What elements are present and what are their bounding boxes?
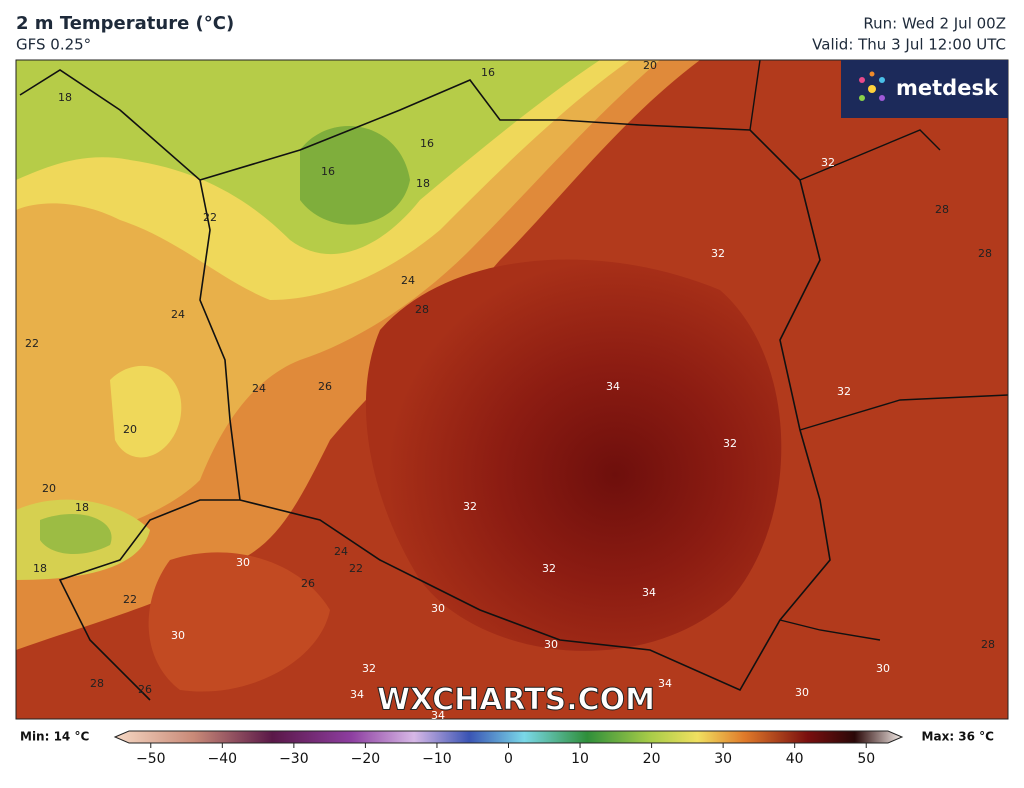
contour-label: 32: [821, 156, 835, 169]
valid: Valid: Thu 3 Jul 12:00 UTC: [812, 36, 1006, 54]
contour-label: 22: [349, 562, 363, 575]
colorbar-tick-label: 30: [714, 751, 732, 767]
logo-text: metdesk: [896, 76, 999, 100]
contour-label: 16: [481, 66, 495, 79]
run: Run: Wed 2 Jul 00Z: [863, 15, 1006, 33]
contour-label: 28: [935, 203, 949, 216]
contour-label: 16: [321, 165, 335, 178]
colorbar-tick-label: −50: [136, 751, 166, 767]
watermark: WXCHARTS.COM: [377, 683, 655, 718]
colorbar-tick-label: 50: [857, 751, 875, 767]
contour-label: 32: [711, 247, 725, 260]
contour-label: 18: [416, 177, 430, 190]
contour-label: 30: [795, 686, 809, 699]
colorbar-tick-label: 10: [571, 751, 589, 767]
colorbar-tick-label: −40: [208, 751, 238, 767]
contour-label: 30: [544, 638, 558, 651]
colorbar-tick-label: 0: [504, 751, 513, 767]
title: 2 m Temperature (°C): [16, 13, 234, 34]
contour-label: 34: [658, 677, 672, 690]
contour-label: 32: [837, 385, 851, 398]
contour-label: 20: [123, 423, 137, 436]
contour-label: 30: [171, 629, 185, 642]
colorbar-tick-label: −20: [351, 751, 381, 767]
contour-label: 28: [90, 677, 104, 690]
contour-label: 26: [301, 577, 315, 590]
min-label: Min: 14 °C: [20, 730, 89, 744]
contour-label: 18: [58, 91, 72, 104]
max-label: Max: 36 °C: [922, 730, 995, 744]
contour-label: 22: [25, 337, 39, 350]
contour-label: 32: [362, 662, 376, 675]
contour-label: 32: [463, 500, 477, 513]
contour-label: 28: [981, 638, 995, 651]
colorbar-tick-label: −30: [279, 751, 309, 767]
colorbar: [113, 730, 904, 744]
contour-label: 34: [431, 709, 445, 722]
contour-label: 24: [171, 308, 185, 321]
colorbar-tick-label: −10: [422, 751, 452, 767]
logo-icon: [859, 71, 885, 101]
contour-label: 22: [123, 593, 137, 606]
contour-label: 20: [42, 482, 56, 495]
contour-label: 20: [643, 59, 657, 72]
contour-label: 16: [420, 137, 434, 150]
colorbar-tick-label: 20: [643, 751, 661, 767]
contour-label: 24: [401, 274, 415, 287]
contour-label: 26: [138, 683, 152, 696]
map: [16, 60, 1008, 719]
contour-label: 34: [606, 380, 620, 393]
contour-label: 22: [203, 211, 217, 224]
contour-label: 32: [723, 437, 737, 450]
contour-label: 34: [350, 688, 364, 701]
colorbar-tick-label: 40: [786, 751, 804, 767]
contour-label: 28: [415, 303, 429, 316]
contour-label: 30: [236, 556, 250, 569]
subtitle: GFS 0.25°: [16, 36, 91, 54]
contour-label: 30: [431, 602, 445, 615]
contour-label: 18: [33, 562, 47, 575]
contour-label: 34: [642, 586, 656, 599]
contour-label: 28: [978, 247, 992, 260]
contour-label: 24: [334, 545, 348, 558]
contour-label: 26: [318, 380, 332, 393]
contour-label: 18: [75, 501, 89, 514]
contour-label: 32: [542, 562, 556, 575]
contour-label: 30: [876, 662, 890, 675]
contour-label: 24: [252, 382, 266, 395]
